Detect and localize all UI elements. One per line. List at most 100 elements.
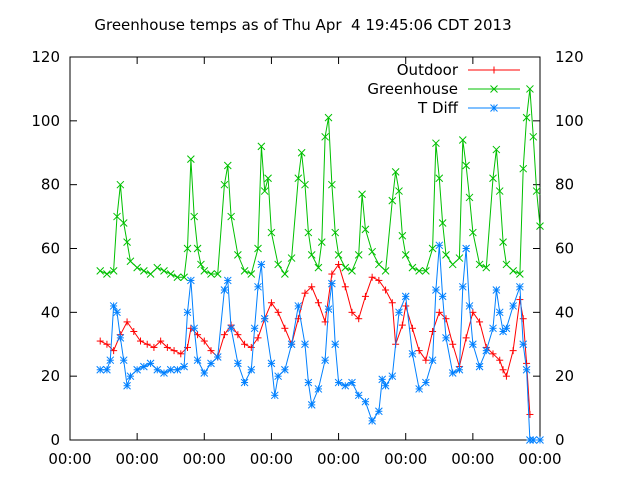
data-point-greenhouse xyxy=(103,270,111,278)
data-point-greenhouse xyxy=(247,270,256,278)
data-point-greenhouse xyxy=(328,180,336,189)
x-tick-label: 00:00 xyxy=(250,450,293,468)
data-point-outdoor xyxy=(348,308,356,316)
data-point-outdoor xyxy=(429,327,437,335)
series-greenhouse xyxy=(96,85,544,282)
data-point-outdoor xyxy=(177,350,185,358)
legend-marker-outdoor xyxy=(490,66,498,74)
data-point-t-diff xyxy=(223,276,232,285)
data-point-t-diff xyxy=(328,279,336,288)
data-point-greenhouse xyxy=(482,263,491,272)
data-point-outdoor xyxy=(335,260,343,268)
data-point-t-diff xyxy=(395,308,403,317)
data-point-t-diff xyxy=(321,356,329,365)
y-tick-label: 80 xyxy=(41,176,60,194)
data-point-t-diff xyxy=(123,381,131,390)
data-point-t-diff xyxy=(294,302,303,310)
data-point-greenhouse xyxy=(307,251,316,259)
data-point-t-diff xyxy=(348,378,356,387)
data-point-greenhouse xyxy=(200,266,209,275)
x-axis: 00:00 00:00 00:00 00:00 00:00 00:00 00:00 00:00 xyxy=(48,57,562,468)
data-point-outdoor xyxy=(281,324,289,332)
data-point-t-diff xyxy=(160,369,168,377)
y2-tick-label: 0 xyxy=(555,431,565,449)
data-point-outdoor xyxy=(496,356,504,364)
data-point-outdoor xyxy=(150,343,158,351)
data-point-t-diff xyxy=(267,359,276,368)
data-point-t-diff xyxy=(428,356,437,365)
x-tick-label: 00:00 xyxy=(317,450,360,468)
data-point-greenhouse xyxy=(422,266,430,275)
data-point-greenhouse xyxy=(415,266,423,275)
data-point-greenhouse xyxy=(146,270,155,278)
x-tick-label: 00:00 xyxy=(183,450,226,468)
data-point-t-diff xyxy=(475,362,484,371)
data-point-t-diff xyxy=(304,378,313,387)
data-point-t-diff xyxy=(173,365,182,374)
data-point-t-diff xyxy=(415,385,423,393)
data-point-greenhouse xyxy=(213,270,222,278)
data-point-outdoor xyxy=(314,299,322,307)
data-point-outdoor xyxy=(523,359,531,367)
data-point-greenhouse xyxy=(304,228,313,237)
data-point-greenhouse xyxy=(368,247,376,256)
y-tick-label: 120 xyxy=(31,48,60,66)
data-point-t-diff xyxy=(495,308,504,317)
data-point-t-diff xyxy=(448,369,457,377)
data-point-greenhouse xyxy=(119,219,128,227)
data-point-t-diff xyxy=(307,401,316,409)
data-point-greenhouse xyxy=(133,263,141,272)
data-point-t-diff xyxy=(220,286,229,294)
x-tick-label: 00:00 xyxy=(451,450,494,468)
y2-tick-label: 60 xyxy=(555,240,574,258)
data-point-outdoor xyxy=(234,331,242,339)
data-point-t-diff xyxy=(334,378,343,387)
data-point-t-diff xyxy=(190,324,199,333)
data-point-t-diff xyxy=(109,302,118,310)
data-point-t-diff xyxy=(247,365,256,374)
data-point-greenhouse xyxy=(331,228,340,237)
data-point-greenhouse xyxy=(475,260,484,269)
data-point-t-diff xyxy=(465,302,474,310)
series-layer xyxy=(96,85,544,444)
data-point-greenhouse xyxy=(116,180,125,189)
data-point-greenhouse xyxy=(223,161,232,170)
data-point-greenhouse xyxy=(388,196,397,205)
data-point-greenhouse xyxy=(234,251,242,259)
data-point-greenhouse xyxy=(529,132,538,141)
data-point-greenhouse xyxy=(109,266,118,275)
data-point-outdoor xyxy=(449,340,457,348)
data-point-t-diff xyxy=(522,365,531,374)
data-point-outdoor xyxy=(422,356,430,364)
data-point-t-diff xyxy=(509,302,517,310)
data-point-greenhouse xyxy=(321,132,329,141)
data-point-t-diff xyxy=(516,282,524,291)
data-point-t-diff xyxy=(442,334,450,342)
data-point-outdoor xyxy=(220,331,228,339)
data-point-outdoor xyxy=(200,337,208,345)
data-point-outdoor xyxy=(170,347,178,355)
data-point-t-diff xyxy=(482,346,491,355)
data-point-greenhouse xyxy=(264,174,272,183)
data-point-t-diff xyxy=(529,436,538,444)
data-point-outdoor xyxy=(328,270,336,278)
data-point-greenhouse xyxy=(361,225,370,234)
y2-tick-label: 80 xyxy=(555,176,574,194)
data-point-t-diff xyxy=(274,372,282,381)
data-point-greenhouse xyxy=(294,174,303,183)
data-point-greenhouse xyxy=(448,260,457,269)
data-point-outdoor xyxy=(502,372,510,380)
data-point-t-diff xyxy=(502,324,511,333)
data-point-greenhouse xyxy=(341,263,350,272)
legend-label-t-diff: T Diff xyxy=(417,99,459,117)
data-point-greenhouse xyxy=(458,136,467,144)
data-point-greenhouse xyxy=(254,244,262,253)
data-point-outdoor xyxy=(368,273,376,281)
data-point-t-diff xyxy=(408,349,417,358)
data-point-greenhouse xyxy=(495,187,504,195)
data-point-outdoor xyxy=(355,315,363,323)
x-tick-label: 00:00 xyxy=(384,450,427,468)
data-point-t-diff xyxy=(146,359,155,368)
data-point-greenhouse xyxy=(126,257,135,266)
